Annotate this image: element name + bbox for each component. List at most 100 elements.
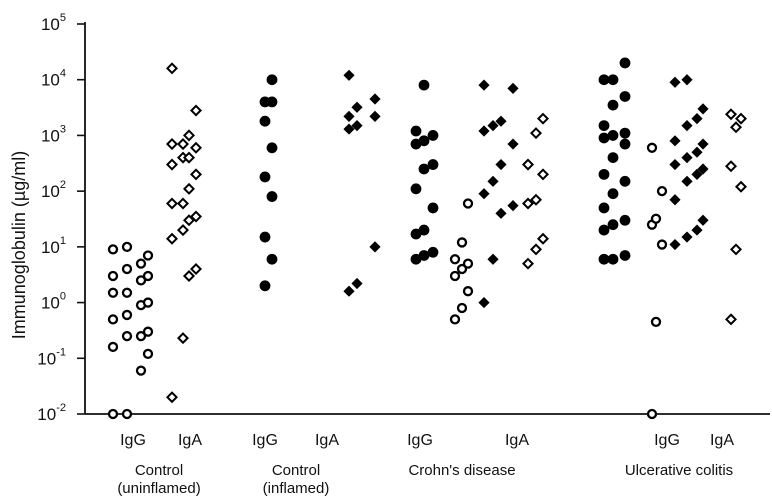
data-point: [418, 250, 430, 261]
group-labels: Control(uninflamed)Control(inflamed)Croh…: [117, 462, 733, 497]
data-point: [681, 175, 693, 187]
data-point: [598, 120, 610, 132]
data-point: [478, 125, 490, 137]
data-point: [619, 138, 631, 150]
data-point: [619, 127, 631, 139]
data-point: [259, 96, 271, 108]
y-axis-label: Immunoglobulin (µg/ml): [9, 151, 29, 339]
subgroup-label: IgG: [654, 432, 680, 449]
y-tick-label: 102: [41, 179, 66, 201]
data-point: [681, 151, 693, 164]
data-point: [507, 82, 519, 94]
y-tick-label: 101: [41, 235, 66, 257]
data-point: [343, 110, 355, 122]
data-point: [182, 151, 196, 164]
subgroup-label: IgG: [407, 432, 433, 449]
data-point: [165, 391, 179, 404]
data-point: [343, 285, 355, 297]
data-point: [724, 313, 738, 326]
data-point: [495, 207, 507, 219]
data-point: [724, 108, 738, 121]
subgroup-label: IgA: [315, 432, 339, 449]
data-point: [691, 113, 703, 125]
data-point: [529, 193, 543, 206]
data-point: [529, 127, 543, 140]
data-point: [598, 224, 610, 236]
data-point: [176, 138, 190, 151]
data-point: [121, 408, 133, 420]
group-label-sub: (uninflamed): [117, 480, 200, 497]
data-point: [266, 74, 278, 86]
data-point: [681, 74, 693, 86]
data-point: [165, 158, 179, 171]
data-point: [487, 175, 499, 187]
data-point: [142, 250, 154, 261]
data-point: [182, 214, 196, 227]
data-point: [142, 297, 154, 308]
data-point: [487, 120, 499, 132]
group-label: Control: [135, 462, 183, 479]
data-point: [182, 129, 196, 142]
data-point: [351, 101, 363, 113]
data-point: [656, 185, 668, 197]
subgroup-label: IgA: [178, 432, 202, 449]
data-point: [351, 120, 363, 132]
data-point: [598, 74, 610, 86]
data-point: [729, 243, 743, 256]
data-point: [165, 62, 179, 75]
data-point: [529, 243, 543, 256]
data-point: [135, 258, 147, 269]
data-point: [521, 257, 535, 270]
data-point: [691, 168, 703, 180]
data-point: [449, 254, 461, 265]
data-point: [176, 332, 190, 345]
data-point: [462, 198, 474, 209]
subgroup-label: IgA: [505, 432, 529, 449]
data-point: [619, 91, 631, 102]
data-point: [521, 197, 535, 210]
data-point: [691, 146, 703, 158]
data-point: [681, 231, 693, 243]
data-point: [369, 93, 381, 105]
data-point: [729, 121, 743, 134]
data-point: [697, 163, 709, 175]
data-point: [478, 188, 490, 200]
data-point: [121, 309, 133, 321]
data-point: [521, 158, 535, 171]
data-point: [418, 135, 430, 147]
data-point: [182, 269, 196, 283]
data-point: [418, 79, 430, 91]
data-point: [107, 287, 119, 298]
data-point: [266, 142, 278, 154]
data-point: [607, 219, 619, 231]
data-point: [646, 408, 658, 420]
data-point: [724, 160, 738, 173]
data-point: [259, 115, 271, 127]
data-point: [462, 286, 474, 297]
data-point: [107, 408, 119, 420]
y-tick-label: 10-1: [37, 346, 66, 368]
data-point: [427, 246, 439, 258]
data-point: [697, 138, 709, 150]
data-point: [598, 132, 610, 144]
data-point: [121, 330, 133, 342]
data-point: [607, 188, 619, 200]
data-point: [259, 280, 271, 292]
data-point: [449, 270, 461, 282]
data-point: [121, 287, 133, 298]
group-label: Control: [272, 462, 320, 479]
data-point: [369, 110, 381, 122]
data-point: [656, 239, 668, 250]
data-point: [607, 74, 619, 86]
data-point: [669, 135, 681, 147]
data-point: [176, 224, 190, 237]
data-point: [259, 231, 271, 243]
data-point: [681, 120, 693, 132]
data-point: [343, 123, 355, 135]
data-point: [189, 210, 203, 223]
group-label: Ulcerative colitis: [625, 462, 733, 479]
data-point: [135, 275, 147, 286]
data-point: [536, 168, 550, 181]
data-point: [619, 175, 631, 187]
